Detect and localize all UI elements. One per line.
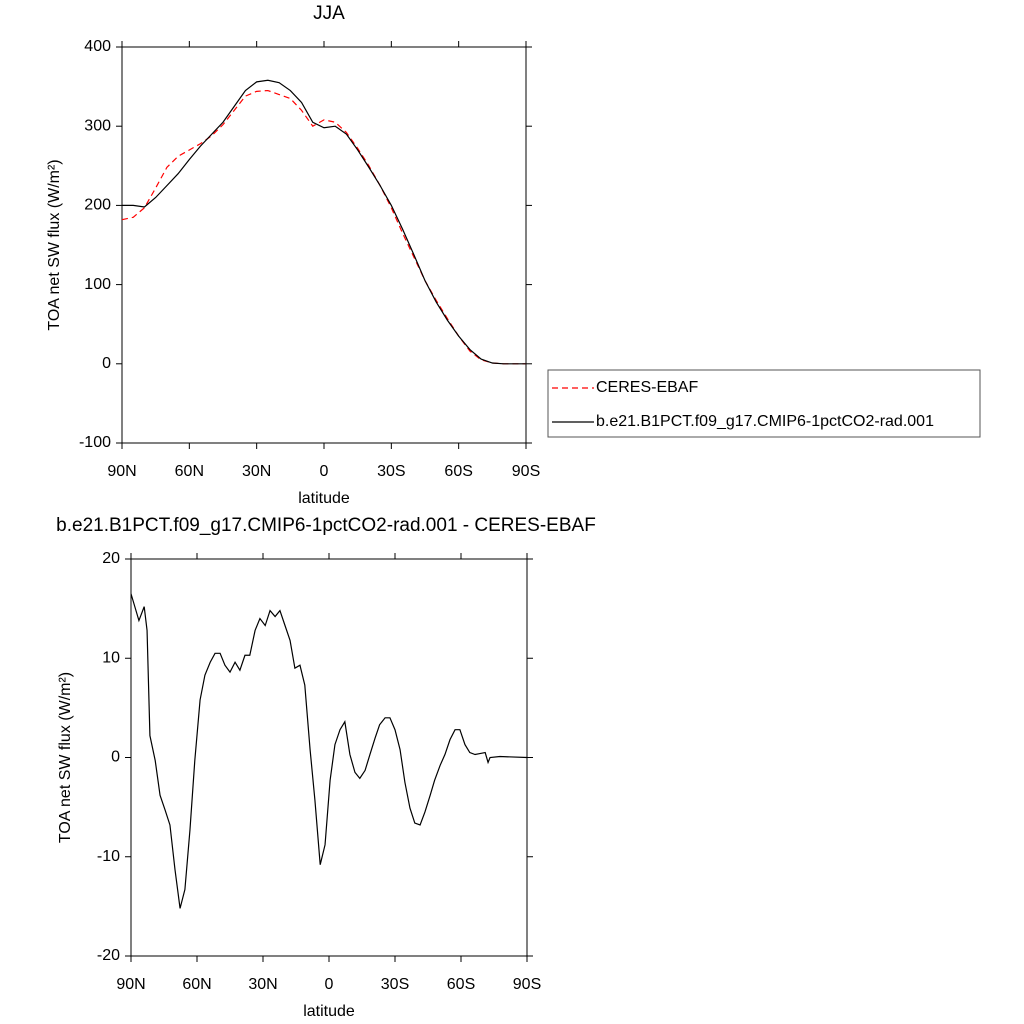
- x-axis-label: latitude: [298, 490, 350, 507]
- x-tick-label: 60N: [182, 976, 211, 993]
- y-tick-label: -100: [79, 434, 111, 451]
- x-tick-label: 60N: [175, 463, 204, 480]
- data-line: [130, 593, 528, 909]
- y-tick-label: -10: [97, 848, 120, 865]
- y-tick-label: 200: [84, 197, 111, 214]
- x-tick-label: 90S: [512, 463, 540, 480]
- x-tick-label: 30S: [381, 976, 409, 993]
- x-tick-label: 90N: [107, 463, 136, 480]
- plot-frame: [121, 46, 527, 444]
- y-tick-label: -20: [97, 947, 120, 964]
- y-tick-label: 20: [102, 550, 120, 567]
- chart-title: b.e21.B1PCT.f09_g17.CMIP6-1pctCO2-rad.00…: [56, 515, 596, 536]
- y-tick-label: 10: [102, 649, 120, 666]
- y-tick-label: 400: [84, 38, 111, 55]
- legend-label: b.e21.B1PCT.f09_g17.CMIP6-1pctCO2-rad.00…: [596, 413, 934, 430]
- data-line: [121, 89, 526, 365]
- y-tick-label: 0: [102, 355, 111, 372]
- y-tick-label: 300: [84, 117, 111, 134]
- x-tick-label: 60S: [447, 976, 475, 993]
- x-tick-label: 90S: [513, 976, 541, 993]
- legend-box: [547, 369, 981, 438]
- chart-title: JJA: [313, 3, 345, 24]
- x-tick-label: 30N: [242, 463, 271, 480]
- y-axis-label: TOA net SW flux (W/m²): [57, 672, 74, 843]
- x-tick-label: 0: [320, 463, 329, 480]
- x-tick-label: 60S: [444, 463, 472, 480]
- plot-frame: [130, 558, 528, 957]
- x-tick-label: 90N: [116, 976, 145, 993]
- y-tick-label: 100: [84, 276, 111, 293]
- x-tick-label: 30N: [248, 976, 277, 993]
- x-axis-label: latitude: [303, 1003, 355, 1020]
- data-line: [122, 79, 526, 365]
- y-axis-label: TOA net SW flux (W/m²): [46, 159, 63, 330]
- x-tick-label: 30S: [377, 463, 405, 480]
- legend: CERES-EBAF b.e21.B1PCT.f09_g17.CMIP6-1pct…: [547, 369, 981, 438]
- x-tick-label: 0: [325, 976, 334, 993]
- y-tick-label: 0: [111, 749, 120, 766]
- legend-label: CERES-EBAF: [596, 379, 698, 396]
